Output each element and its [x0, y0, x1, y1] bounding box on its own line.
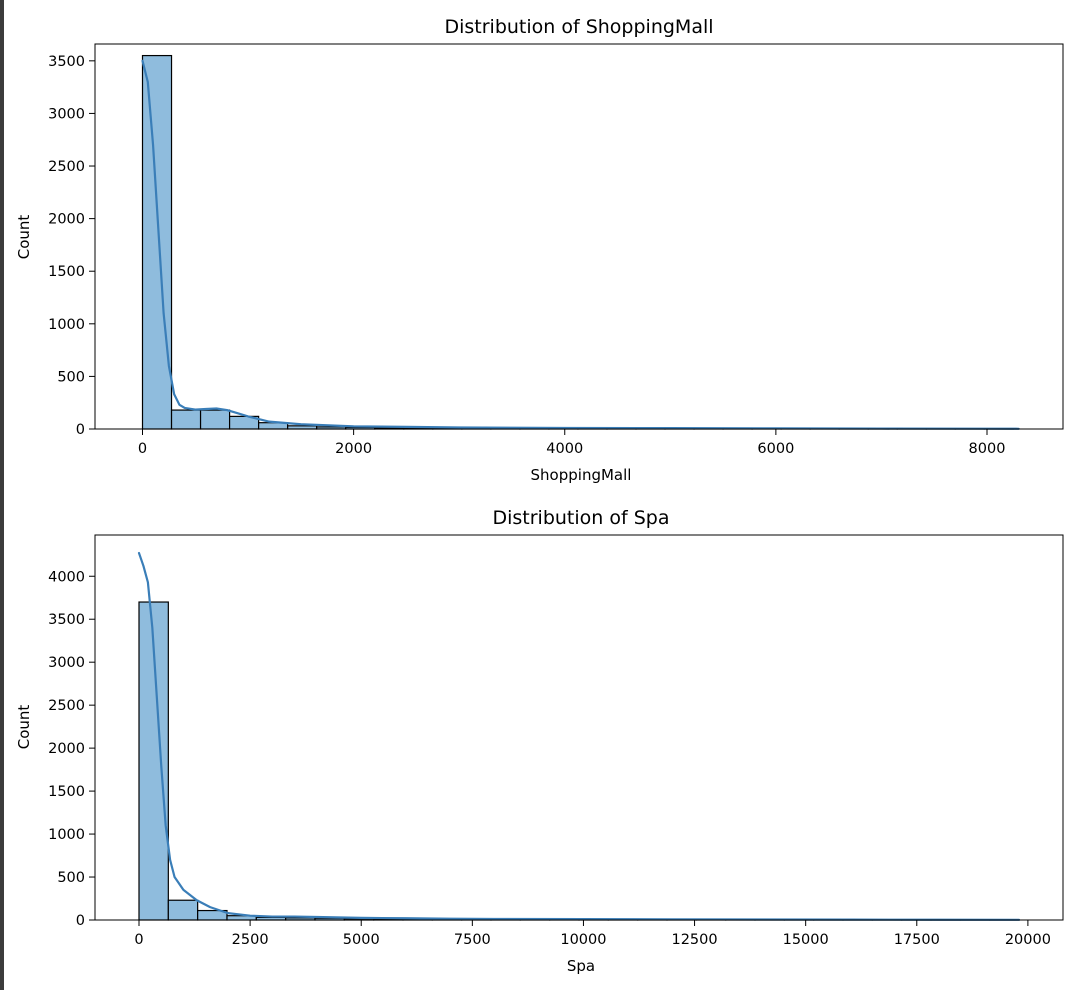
x-tick-label: 7500	[454, 932, 491, 948]
histogram-bar	[141, 54, 173, 430]
histogram-bars	[138, 601, 1020, 921]
x-tick-label: 10000	[560, 932, 606, 948]
y-axis-ticks: 0 500 1000 1500 2000 2500 3000 3500	[48, 54, 95, 438]
histogram-bar	[167, 899, 199, 921]
y-tick-label: 1000	[48, 317, 85, 333]
y-tick-label: 2500	[48, 159, 85, 175]
chart-shoppingmall: Distribution of ShoppingMall 0 500 1000 150…	[15, 16, 1064, 484]
kde-curve	[141, 59, 1020, 430]
y-axis-label: Count	[15, 215, 33, 260]
x-tick-label: 20000	[1005, 932, 1051, 948]
window-left-edge	[0, 0, 4, 990]
y-tick-label: 2500	[48, 698, 85, 714]
y-tick-label: 3000	[48, 106, 85, 122]
y-tick-label: 1000	[48, 827, 85, 843]
y-tick-label: 3500	[48, 612, 85, 628]
axes-frame	[94, 534, 1064, 921]
kde-line	[141, 59, 1020, 430]
x-tick-label: 17500	[894, 932, 940, 948]
y-tick-label: 0	[76, 913, 85, 929]
histogram-bar	[199, 409, 231, 430]
chart-title: Distribution of Spa	[492, 507, 669, 529]
histogram-bar	[170, 409, 202, 430]
y-axis-ticks: 0 500 1000 1500 2000 2500 3000 3500 4000	[48, 569, 95, 929]
y-tick-label: 2000	[48, 212, 85, 228]
y-tick-label: 3500	[48, 54, 85, 70]
kde-line	[137, 551, 1021, 921]
histogram-bars	[141, 54, 1014, 430]
y-tick-label: 500	[57, 870, 85, 886]
y-axis-label: Count	[15, 705, 33, 750]
x-axis-label: ShoppingMall	[531, 466, 632, 484]
y-tick-label: 2000	[48, 741, 85, 757]
chart-spa: Distribution of Spa 0 500 1000 1500 2000 2500…	[15, 507, 1064, 975]
chart-title: Distribution of ShoppingMall	[444, 16, 713, 38]
x-tick-label: 0	[138, 441, 147, 457]
x-tick-label: 15000	[783, 932, 829, 948]
y-tick-label: 4000	[48, 569, 85, 585]
x-axis-ticks: 0 2000 4000 6000 8000	[138, 429, 1006, 457]
x-tick-label: 6000	[757, 441, 794, 457]
y-tick-label: 1500	[48, 264, 85, 280]
y-tick-label: 1500	[48, 784, 85, 800]
x-tick-label: 2500	[232, 932, 269, 948]
x-tick-label: 2000	[335, 441, 372, 457]
x-tick-label: 0	[134, 932, 143, 948]
x-tick-label: 4000	[546, 441, 583, 457]
y-tick-label: 0	[76, 422, 85, 438]
axes-frame	[94, 43, 1064, 430]
y-tick-label: 3000	[48, 655, 85, 671]
kde-curve	[137, 551, 1021, 921]
x-tick-label: 8000	[969, 441, 1006, 457]
x-tick-label: 12500	[671, 932, 717, 948]
x-tick-label: 5000	[343, 932, 380, 948]
x-axis-ticks: 0 2500 5000 7500 10000 12500 15000 17500 20000	[134, 920, 1051, 948]
x-axis-label: Spa	[567, 957, 595, 975]
y-tick-label: 500	[57, 369, 85, 385]
